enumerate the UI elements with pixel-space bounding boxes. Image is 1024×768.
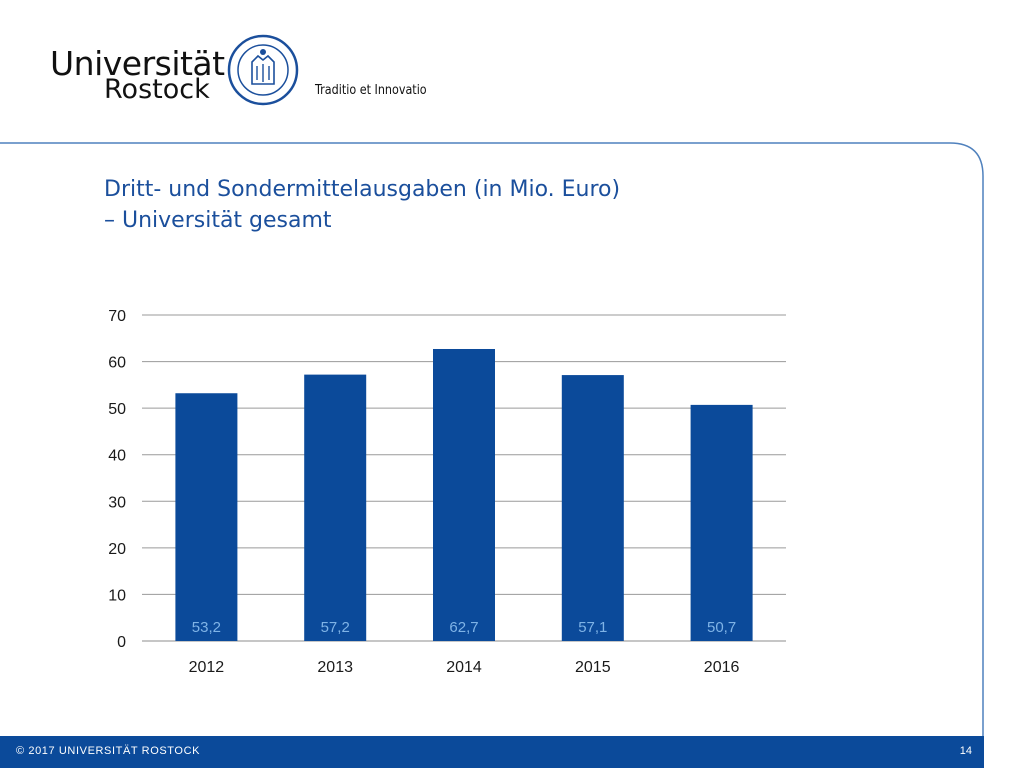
tagline: Traditio et Innovatio — [315, 83, 427, 98]
logo-university: Universität — [50, 44, 225, 83]
logo-rostock: Rostock — [104, 74, 210, 105]
y-tick-label: 60 — [108, 355, 126, 372]
bar — [433, 348, 495, 641]
data-label: 62,7 — [449, 619, 478, 636]
data-label: 57,1 — [578, 619, 607, 636]
slide-title-line2: – Universität gesamt — [104, 208, 332, 233]
data-label: 50,7 — [707, 619, 736, 636]
x-tick-label: 2016 — [704, 659, 740, 676]
university-seal-icon — [227, 34, 299, 106]
x-tick-label: 2012 — [189, 659, 225, 676]
y-tick-label: 30 — [108, 494, 126, 511]
x-tick-label: 2014 — [446, 659, 482, 676]
x-tick-label: 2015 — [575, 659, 611, 676]
y-tick-label: 40 — [108, 448, 126, 465]
footer-bar: © 2017 UNIVERSITÄT ROSTOCK 14 — [0, 736, 984, 768]
y-tick-label: 0 — [117, 634, 126, 651]
data-label: 53,2 — [192, 619, 221, 636]
slide-title-line1: Dritt- und Sondermittelausgaben (in Mio.… — [104, 177, 621, 202]
bar — [304, 374, 367, 641]
y-tick-label: 10 — [108, 587, 126, 604]
y-tick-label: 50 — [108, 401, 126, 418]
y-tick-label: 70 — [108, 308, 126, 325]
data-label: 57,2 — [321, 619, 350, 636]
bar — [690, 404, 753, 641]
slide-header: Universität Rostock Traditio et Innovati… — [0, 0, 1024, 140]
x-tick-label: 2013 — [317, 659, 353, 676]
slide-title: Dritt- und Sondermittelausgaben (in Mio.… — [104, 174, 804, 236]
page-number: 14 — [959, 745, 972, 757]
bar — [561, 375, 624, 641]
y-tick-label: 20 — [108, 541, 126, 558]
bar — [175, 393, 238, 641]
footer-copyright: © 2017 UNIVERSITÄT ROSTOCK — [16, 745, 201, 757]
